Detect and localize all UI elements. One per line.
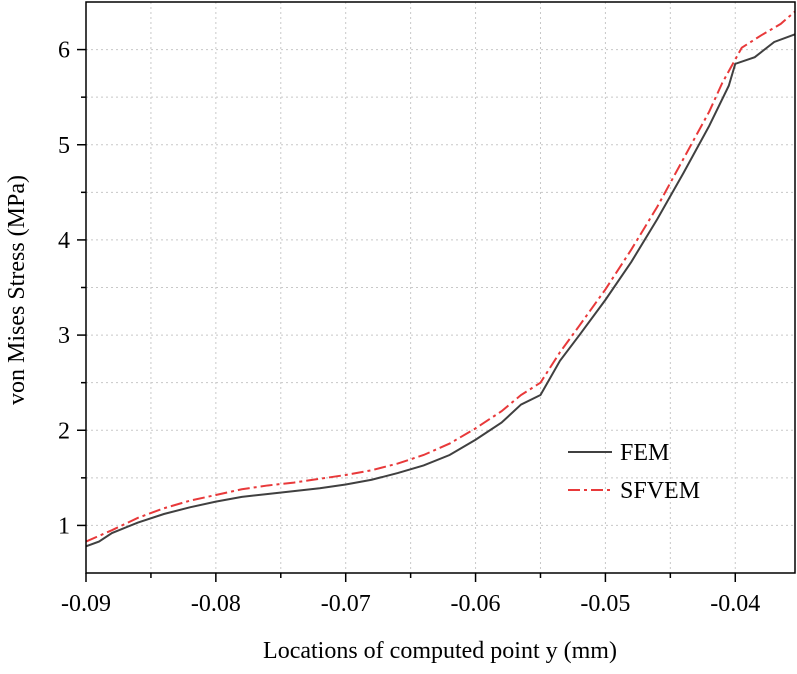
- x-tick-label: -0.04: [710, 591, 760, 617]
- plot-frame: [85, 1, 796, 574]
- y-tick-label: 1: [58, 513, 70, 539]
- y-tick-label: 3: [58, 323, 70, 349]
- x-axis-label: Locations of computed point y (mm): [263, 638, 617, 664]
- x-tick-label: -0.07: [321, 591, 371, 617]
- x-tick-label: -0.09: [61, 591, 111, 617]
- y-tick-label: 5: [58, 133, 70, 159]
- series-line: [85, 33, 796, 548]
- y-tick-label: 4: [58, 228, 70, 254]
- x-tick-label: -0.08: [191, 591, 241, 617]
- legend-label: SFVEM: [620, 478, 700, 504]
- legend-label: FEM: [620, 440, 669, 466]
- y-tick-label: 6: [58, 38, 70, 64]
- y-tick-label: 2: [58, 418, 70, 444]
- series-line: [85, 10, 796, 543]
- x-tick-label: -0.05: [580, 591, 630, 617]
- y-axis-label: von Mises Stress (MPa): [4, 175, 30, 405]
- x-tick-label: -0.06: [451, 591, 501, 617]
